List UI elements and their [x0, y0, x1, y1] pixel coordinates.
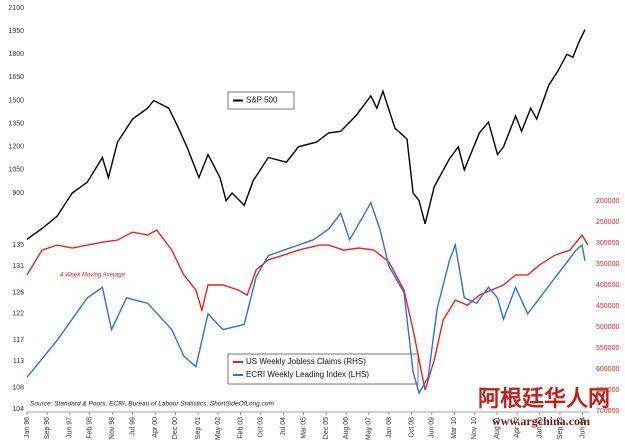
y2-tick-label: 600000: [596, 366, 619, 373]
y-tick-label: 104: [12, 406, 24, 413]
y2-tick-label: 650000: [596, 387, 619, 394]
legend-box: [227, 353, 419, 385]
legend-box: [227, 91, 295, 110]
watermark-url: www.argchina.com: [492, 414, 590, 428]
x-tick-label: May 07: [366, 417, 373, 440]
y-tick-label: 131: [12, 263, 24, 270]
x-tick-label: Feb 03: [237, 417, 244, 439]
y-tick-label: 1950: [8, 28, 24, 35]
y-tick-label: 1050: [8, 167, 24, 174]
x-tick-label: Mar 05: [300, 417, 307, 439]
y-tick-label: 126: [12, 289, 24, 296]
source-note: Source: Standard & Poors, ECRI, Bureau o…: [30, 401, 274, 408]
x-tick-label: Dec 05: [323, 417, 330, 439]
annotation: 4 Week Moving Average: [60, 273, 126, 279]
legend-label: ECRI Weekly Leading Index (LHS): [246, 370, 369, 379]
x-tick-label: Jun 97: [67, 417, 74, 438]
x-tick-label: Jan 08: [386, 417, 393, 438]
x-tick-label: Jun 14: [579, 417, 586, 438]
y-tick-label: 1350: [8, 120, 24, 127]
x-tick-label: Aug 11: [494, 417, 501, 439]
x-tick-label: May 02: [215, 417, 222, 440]
y2-tick-label: 300000: [596, 240, 619, 247]
x-tick-label: Sep 96: [44, 417, 51, 439]
x-tick-label: Jul 04: [280, 417, 287, 436]
x-tick-label: Dec 00: [172, 417, 179, 439]
y2-tick-label: 400000: [596, 282, 619, 289]
y2-tick-label: 500000: [596, 324, 619, 331]
y2-tick-label: 200000: [596, 198, 619, 205]
series-line: [26, 201, 586, 395]
watermark: 阿根廷华人网: [478, 386, 610, 412]
y-tick-label: 122: [12, 311, 24, 318]
y2-tick-label: 700000: [596, 408, 619, 415]
y-tick-label: 117: [13, 337, 24, 344]
x-tick-label: Mar 10: [451, 417, 458, 439]
y-tick-label: 1500: [8, 97, 24, 104]
x-tick-label: Sep 01: [195, 417, 202, 439]
y-tick-label: 135: [12, 242, 24, 249]
legend-label: S&P 500: [246, 96, 278, 105]
x-tick-label: Apr 12: [514, 417, 521, 438]
x-tick-label: Oct 08: [408, 417, 415, 438]
y-tick-label: 1650: [8, 74, 24, 81]
y-tick-label: 900: [12, 190, 24, 197]
x-tick-label: Oct 03: [258, 417, 265, 438]
y-tick-label: 1800: [8, 51, 24, 58]
y-tick-label: 113: [13, 358, 24, 365]
y2-tick-label: 350000: [596, 261, 619, 268]
x-tick-label: Apr 00: [152, 417, 159, 438]
x-tick-label: Nov 10: [471, 417, 478, 439]
x-tick-label: Jan 96: [24, 417, 31, 438]
x-tick-label: Aug 06: [343, 417, 350, 439]
series-line: [26, 229, 589, 391]
y-tick-label: 2100: [8, 5, 24, 12]
y2-tick-label: 550000: [596, 345, 619, 352]
y2-tick-label: 450000: [596, 303, 619, 310]
x-tick-label: Sep 13: [557, 417, 564, 439]
y-tick-label: 1200: [8, 144, 24, 151]
x-tick-label: Jan 13: [537, 417, 544, 438]
x-tick-label: Jun 09: [429, 417, 436, 438]
y2-tick-label: 250000: [596, 219, 619, 226]
x-tick-label: Feb 98: [87, 417, 94, 439]
x-tick-label: Nov 98: [109, 417, 116, 439]
series-line: [26, 29, 586, 240]
y-tick-label: 108: [12, 385, 24, 392]
legend-label: US Weekly Jobless Claims (RHS): [246, 357, 366, 366]
x-tick-label: Jul 99: [129, 417, 136, 436]
